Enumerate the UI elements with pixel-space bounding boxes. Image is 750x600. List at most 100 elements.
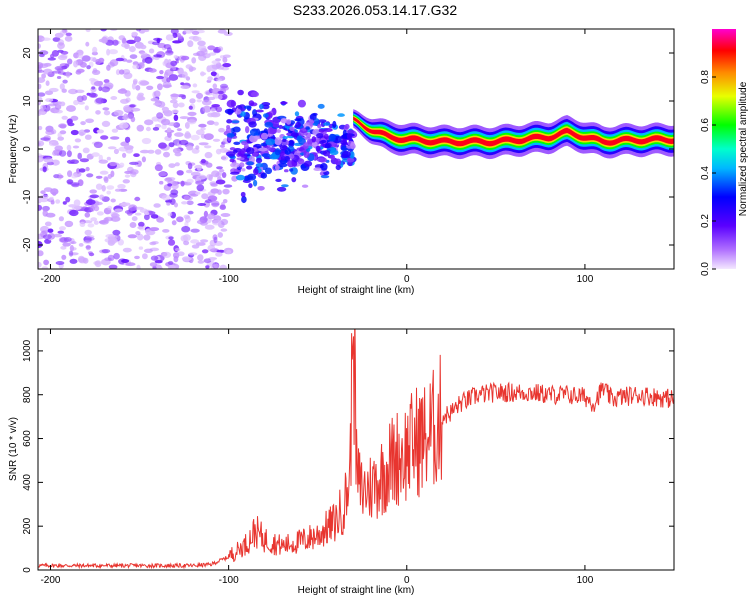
noise-blob [192, 52, 200, 57]
noise-blob [162, 81, 172, 89]
noise-blob [220, 218, 229, 226]
transition-blob [265, 138, 276, 146]
snr-x-axis: -200 -100 0 100 [40, 329, 594, 586]
noise-blob [60, 245, 67, 250]
noise-blob [62, 201, 67, 205]
noise-blob [59, 237, 70, 243]
noise-blob [122, 37, 127, 45]
noise-blob [93, 220, 99, 225]
noise-blob [196, 165, 202, 171]
noise-blob [119, 162, 125, 168]
noise-blob [50, 188, 59, 195]
transition-blob [297, 158, 305, 165]
noise-blob [211, 200, 220, 208]
noise-blob [151, 241, 159, 245]
noise-blob [102, 107, 110, 111]
transition-blob [337, 113, 345, 117]
transition-blob [280, 101, 288, 105]
noise-blob [168, 163, 176, 169]
transition-blob [349, 151, 355, 159]
noise-blob [53, 109, 63, 114]
transition-blob [224, 108, 234, 114]
noise-blob [84, 236, 95, 241]
transition-blob [324, 143, 331, 149]
colorbar-tick-label: 0.2 [700, 214, 711, 228]
transition-blob [241, 140, 248, 146]
noise-blob [38, 97, 43, 102]
noise-blob [221, 155, 229, 161]
noise-blob [53, 233, 62, 238]
transition-blob [243, 105, 252, 109]
noise-blob [222, 63, 232, 68]
noise-blob [206, 120, 215, 125]
noise-blob [122, 179, 130, 184]
noise-blob [120, 88, 126, 92]
noise-blob [174, 202, 178, 208]
noise-blob [173, 114, 179, 122]
noise-blob [176, 128, 182, 132]
noise-blob [122, 152, 127, 158]
noise-blob [195, 129, 205, 136]
transition-blob [282, 136, 288, 140]
noise-blob [186, 178, 194, 184]
noise-blob [167, 183, 173, 187]
noise-blob [219, 204, 226, 210]
transition-blob [346, 133, 353, 141]
noise-blob [168, 236, 174, 240]
x-tick-label: -100 [219, 274, 239, 285]
transition-blob [286, 119, 292, 125]
transition-blob [311, 136, 316, 143]
noise-blob [217, 90, 224, 95]
noise-blob [200, 239, 209, 243]
noise-blob [53, 174, 60, 179]
noise-blob [136, 264, 141, 269]
noise-blob [167, 122, 177, 127]
noise-blob [171, 220, 177, 226]
noise-blob [115, 69, 121, 76]
transition-blob [229, 158, 235, 163]
noise-blob [142, 58, 147, 63]
transition-blob [264, 167, 273, 175]
noise-blob [108, 237, 118, 245]
noise-blob [86, 92, 91, 96]
transition-blob [246, 147, 255, 155]
noise-blob [57, 54, 68, 61]
noise-blob [142, 253, 148, 260]
noise-blob [195, 242, 206, 246]
noise-blob [210, 188, 220, 194]
transition-blob [274, 148, 281, 156]
noise-blob [172, 181, 178, 186]
transition-blob [231, 120, 240, 124]
noise-blob [85, 166, 90, 172]
noise-blob [140, 52, 148, 56]
transition-blob [274, 137, 282, 146]
noise-blob [217, 232, 223, 238]
noise-blob [136, 29, 142, 32]
transition-blob [251, 151, 260, 157]
spectrogram-y-axis: -20 -10 0 10 20 [22, 47, 674, 252]
noise-blob [183, 195, 190, 201]
noise-blob [150, 214, 159, 219]
noise-blob [86, 65, 91, 70]
noise-blob [212, 83, 218, 89]
noise-blob [200, 158, 206, 164]
noise-blob [87, 223, 95, 228]
noise-blob [198, 142, 209, 146]
noise-blob [45, 129, 55, 136]
noise-blob [208, 174, 213, 182]
transition-blob [261, 132, 268, 140]
noise-blob [196, 184, 205, 192]
transition-blob [226, 119, 233, 124]
noise-blob [107, 174, 113, 179]
noise-blob [40, 104, 47, 111]
x-tick-label: -200 [40, 575, 60, 586]
noise-blob [176, 216, 184, 223]
noise-blob [101, 249, 111, 254]
noise-blob [38, 62, 44, 69]
transition-blob [303, 150, 310, 159]
noise-blob [100, 135, 109, 140]
noise-blob [113, 252, 120, 260]
transition-blob [248, 121, 257, 128]
transition-blob [248, 183, 253, 189]
transition-blob [346, 157, 355, 163]
